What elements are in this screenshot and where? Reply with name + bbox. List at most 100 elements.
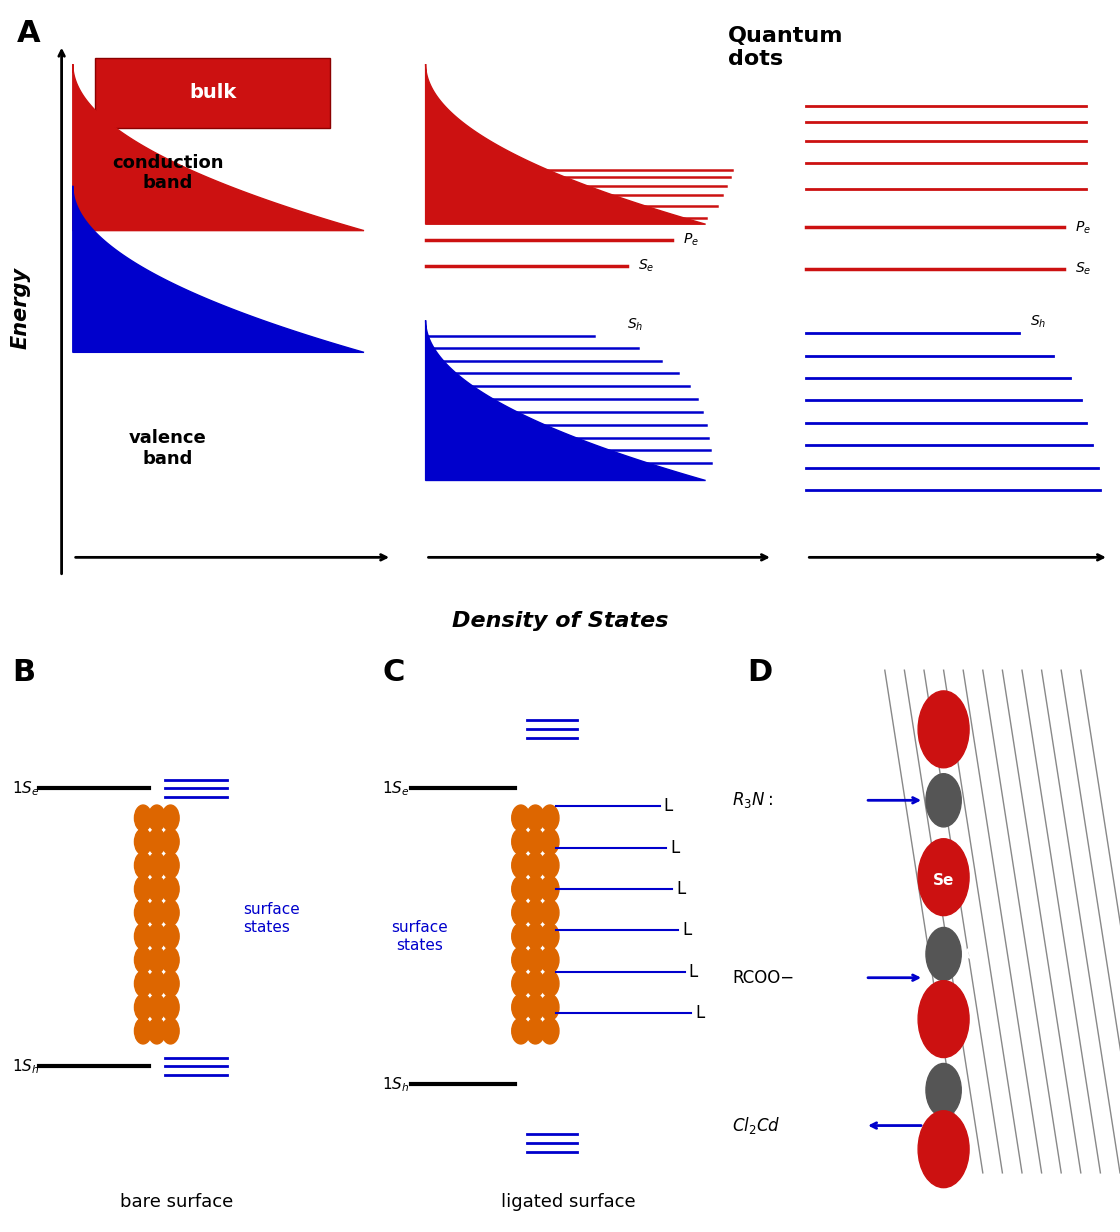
- FancyBboxPatch shape: [95, 58, 330, 128]
- Polygon shape: [73, 64, 364, 230]
- Polygon shape: [426, 320, 706, 480]
- Text: $R_3N:$: $R_3N:$: [732, 790, 773, 811]
- Circle shape: [512, 853, 530, 878]
- Text: B: B: [11, 658, 35, 687]
- Text: $S_e$: $S_e$: [638, 257, 655, 274]
- Circle shape: [918, 691, 969, 768]
- Text: $S_h$: $S_h$: [1030, 313, 1047, 330]
- Circle shape: [926, 774, 961, 827]
- Text: bulk: bulk: [189, 84, 236, 102]
- Text: L: L: [694, 1004, 704, 1023]
- Circle shape: [148, 994, 166, 1020]
- Polygon shape: [73, 186, 364, 352]
- Circle shape: [918, 1111, 969, 1188]
- Circle shape: [162, 971, 179, 997]
- Circle shape: [541, 947, 559, 973]
- Circle shape: [541, 853, 559, 878]
- Circle shape: [148, 947, 166, 973]
- Text: $1S_h$: $1S_h$: [382, 1074, 410, 1094]
- Circle shape: [526, 804, 544, 832]
- Circle shape: [512, 923, 530, 950]
- Circle shape: [541, 971, 559, 997]
- Circle shape: [541, 829, 559, 855]
- Circle shape: [134, 829, 151, 855]
- Text: surface
states: surface states: [243, 902, 300, 935]
- Circle shape: [512, 971, 530, 997]
- Text: L: L: [670, 839, 680, 856]
- Circle shape: [512, 1018, 530, 1044]
- Circle shape: [512, 804, 530, 832]
- Circle shape: [526, 994, 544, 1020]
- Text: RCOO−: RCOO−: [732, 968, 794, 987]
- Circle shape: [162, 829, 179, 855]
- Circle shape: [526, 853, 544, 878]
- Circle shape: [541, 994, 559, 1020]
- Text: bare surface: bare surface: [120, 1194, 233, 1211]
- Circle shape: [148, 923, 166, 950]
- Text: ligated surface: ligated surface: [501, 1194, 636, 1211]
- Text: Quantum
dots: Quantum dots: [728, 26, 843, 69]
- Text: valence
band: valence band: [129, 429, 207, 468]
- Circle shape: [148, 1018, 166, 1044]
- Text: Se: Se: [933, 872, 954, 887]
- Circle shape: [162, 899, 179, 925]
- Text: conduction
band: conduction band: [112, 154, 224, 192]
- Circle shape: [926, 928, 961, 981]
- Circle shape: [541, 899, 559, 925]
- Circle shape: [162, 804, 179, 832]
- Text: $P_e$: $P_e$: [1075, 219, 1091, 235]
- Circle shape: [148, 899, 166, 925]
- Circle shape: [541, 1018, 559, 1044]
- Circle shape: [162, 947, 179, 973]
- Circle shape: [134, 947, 151, 973]
- Circle shape: [134, 923, 151, 950]
- Text: L: L: [664, 797, 673, 816]
- Circle shape: [134, 899, 151, 925]
- Text: Cd: Cd: [964, 946, 986, 961]
- Circle shape: [526, 971, 544, 997]
- Circle shape: [148, 853, 166, 878]
- Circle shape: [918, 839, 969, 915]
- Circle shape: [512, 994, 530, 1020]
- Text: Density of States: Density of States: [451, 611, 669, 632]
- Circle shape: [134, 1018, 151, 1044]
- Circle shape: [526, 899, 544, 925]
- Circle shape: [148, 876, 166, 902]
- Circle shape: [512, 947, 530, 973]
- Circle shape: [526, 947, 544, 973]
- Text: $S_e$: $S_e$: [1075, 261, 1092, 277]
- Text: $1S_e$: $1S_e$: [382, 779, 410, 798]
- Circle shape: [134, 804, 151, 832]
- Circle shape: [918, 981, 969, 1057]
- Circle shape: [162, 1018, 179, 1044]
- Text: C: C: [382, 658, 404, 687]
- Circle shape: [134, 876, 151, 902]
- Circle shape: [148, 804, 166, 832]
- Circle shape: [541, 876, 559, 902]
- Circle shape: [148, 829, 166, 855]
- Circle shape: [526, 876, 544, 902]
- Circle shape: [512, 876, 530, 902]
- Circle shape: [134, 971, 151, 997]
- Text: D: D: [748, 658, 773, 687]
- Text: L: L: [682, 922, 692, 940]
- Text: $P_e$: $P_e$: [683, 232, 699, 249]
- Circle shape: [148, 971, 166, 997]
- Circle shape: [541, 923, 559, 950]
- Circle shape: [526, 829, 544, 855]
- Circle shape: [162, 994, 179, 1020]
- Polygon shape: [426, 64, 706, 224]
- Circle shape: [134, 853, 151, 878]
- Circle shape: [162, 853, 179, 878]
- Text: A: A: [17, 20, 40, 48]
- Text: $Cl_2Cd$: $Cl_2Cd$: [732, 1115, 781, 1136]
- Circle shape: [526, 923, 544, 950]
- Text: $S_h$: $S_h$: [627, 317, 644, 333]
- Text: $1S_e$: $1S_e$: [11, 779, 39, 798]
- Circle shape: [541, 804, 559, 832]
- Circle shape: [512, 899, 530, 925]
- Circle shape: [162, 923, 179, 950]
- Circle shape: [162, 876, 179, 902]
- Text: L: L: [676, 880, 685, 898]
- Circle shape: [526, 1018, 544, 1044]
